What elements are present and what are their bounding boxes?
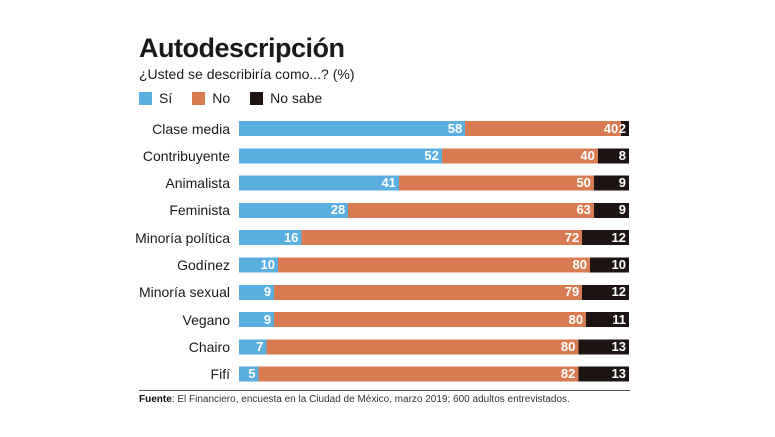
bar-contribuyente-no xyxy=(441,148,598,164)
data-label-feminista-no: 63 xyxy=(576,202,591,218)
bar-clase-media-si xyxy=(239,121,466,136)
data-label-chairo-si: 7 xyxy=(256,338,264,354)
category-label-feminista: Feminista xyxy=(169,202,230,219)
data-label-vegano-si: 9 xyxy=(263,311,272,327)
source-note: Fuente: El Financiero, encuesta en la Ci… xyxy=(139,394,570,405)
bar-chairo-si xyxy=(239,339,267,355)
data-label-animalista-si: 41 xyxy=(381,175,396,191)
data-label-godinez-no: 80 xyxy=(572,257,587,272)
bar-fifi-si xyxy=(239,366,259,382)
bar-animalista-no xyxy=(398,175,594,191)
data-label-minoria-sexual-si: 9 xyxy=(263,284,272,300)
bar-clase-media-no-sabe xyxy=(621,121,629,136)
category-label-minoria-politica: Minoría política xyxy=(135,229,230,246)
bar-animalista-si xyxy=(239,175,399,191)
category-label-chairo: Chairo xyxy=(188,338,230,355)
bar-vegano-no xyxy=(274,312,587,328)
data-label-fifi-no: 82 xyxy=(560,366,576,382)
bar-fifi-no-sabe xyxy=(578,366,629,382)
legend-label-no: No xyxy=(212,90,231,106)
bar-contribuyente-no-sabe xyxy=(597,148,629,164)
data-label-minoria-politica-no: 72 xyxy=(564,229,580,245)
data-label-minoria-politica-no-sabe: 12 xyxy=(611,229,626,245)
data-label-feminista-si: 28 xyxy=(330,202,346,218)
bar-minoria-sexual-si xyxy=(239,284,275,300)
category-label-minoria-sexual: Minoría sexual xyxy=(138,284,230,301)
source-label: Fuente xyxy=(139,394,172,405)
data-label-clase-media-no: 40 xyxy=(603,120,619,136)
category-label-clase-media: Clase media xyxy=(152,120,230,137)
data-label-animalista-no: 50 xyxy=(576,175,591,191)
legend-item-no-sabe: No sabe xyxy=(250,90,322,106)
data-label-fifi-no-sabe: 13 xyxy=(611,366,626,382)
bar-vegano-si xyxy=(239,312,275,328)
data-label-godinez-si: 10 xyxy=(260,257,275,272)
legend-label-no-sabe: No sabe xyxy=(270,90,323,106)
bar-feminista-si xyxy=(239,202,349,218)
bar-godinez-no-sabe xyxy=(590,257,629,273)
bar-minoria-sexual-no xyxy=(274,284,583,300)
data-label-minoria-sexual-no: 79 xyxy=(564,284,580,300)
bar-contribuyente-si xyxy=(239,148,442,164)
data-label-fifi-si: 5 xyxy=(248,366,256,382)
data-label-contribuyente-no-sabe: 8 xyxy=(618,147,626,163)
bar-minoria-politica-si xyxy=(239,230,302,246)
category-label-fifi: Fifí xyxy=(210,366,230,383)
legend: Sí No No sabe xyxy=(139,90,342,106)
bar-godinez-no xyxy=(278,257,590,273)
bar-minoria-politica-no-sabe xyxy=(582,230,629,246)
chart-subtitle: ¿Usted se describiría como...? (%) xyxy=(139,66,355,82)
data-label-minoria-politica-si: 16 xyxy=(283,229,299,245)
chart-title: Autodescripción xyxy=(139,33,345,63)
legend-swatch-no-sabe xyxy=(250,91,264,105)
bar-minoria-sexual-no-sabe xyxy=(582,284,629,300)
bar-feminista-no xyxy=(348,202,594,218)
data-label-minoria-sexual-no-sabe: 12 xyxy=(611,284,626,300)
source-text: : El Financiero, encuesta en la Ciudad d… xyxy=(171,394,570,405)
bar-fifi-no xyxy=(258,366,579,382)
bar-vegano-no-sabe xyxy=(586,312,629,328)
data-label-contribuyente-si: 52 xyxy=(424,147,439,163)
category-label-godinez: Godínez xyxy=(177,257,230,273)
data-label-animalista-no-sabe: 9 xyxy=(618,175,626,191)
bar-feminista-no-sabe xyxy=(593,202,629,218)
legend-label-si: Sí xyxy=(159,90,173,106)
bar-chairo-no-sabe xyxy=(578,339,629,355)
category-label-animalista: Animalista xyxy=(165,175,230,192)
data-label-vegano-no: 80 xyxy=(568,311,584,327)
bar-godinez-si xyxy=(239,257,278,273)
data-label-contribuyente-no: 40 xyxy=(580,147,595,163)
data-label-chairo-no-sabe: 13 xyxy=(611,338,626,354)
data-label-clase-media-no-sabe: 2 xyxy=(618,120,626,136)
data-label-godinez-no-sabe: 10 xyxy=(611,257,626,272)
bar-minoria-politica-no xyxy=(301,230,583,246)
bar-animalista-no-sabe xyxy=(593,175,629,191)
data-label-clase-media-si: 58 xyxy=(447,120,463,136)
bar-clase-media-no xyxy=(465,121,622,136)
legend-item-si: Sí xyxy=(139,90,172,106)
legend-item-no: No xyxy=(192,90,230,106)
data-label-chairo-no: 80 xyxy=(560,338,576,354)
category-label-vegano: Vegano xyxy=(182,311,231,328)
data-label-vegano-no-sabe: 11 xyxy=(612,311,626,327)
bar-chairo-no xyxy=(266,339,579,355)
legend-swatch-no xyxy=(192,91,206,105)
data-label-feminista-no-sabe: 9 xyxy=(618,202,626,218)
legend-swatch-si xyxy=(139,91,152,105)
category-label-contribuyente: Contribuyente xyxy=(142,147,230,164)
footer-divider xyxy=(139,390,630,391)
